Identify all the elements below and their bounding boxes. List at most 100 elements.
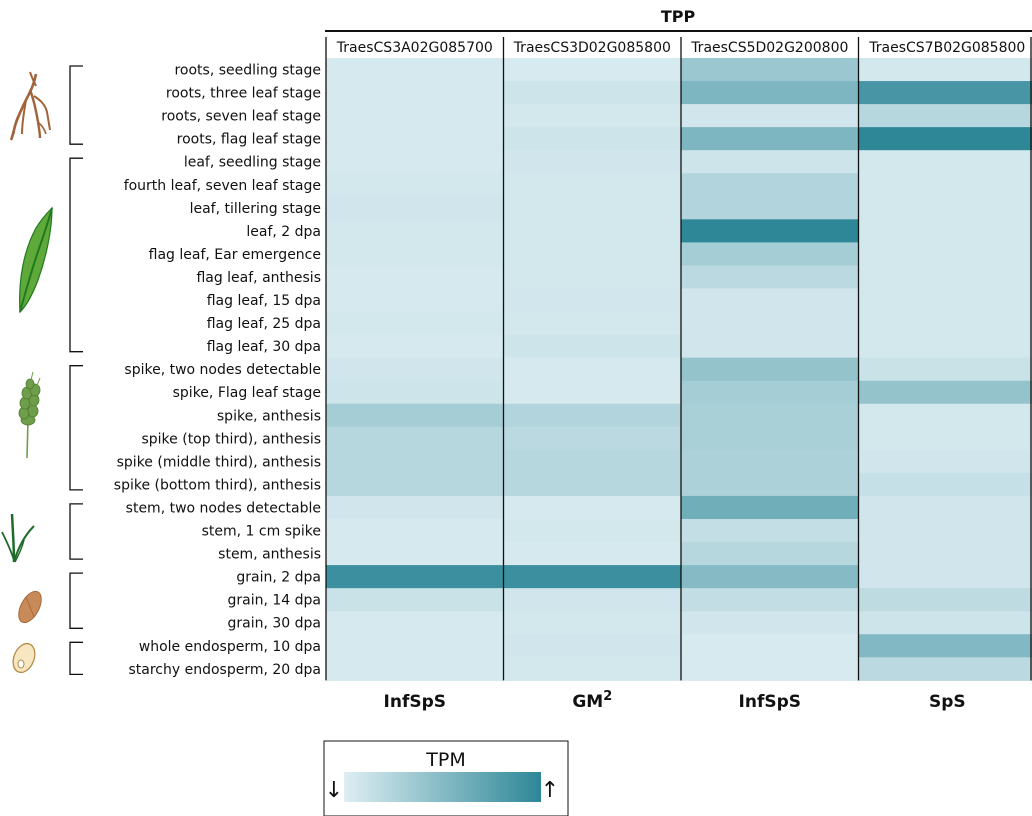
- row-group-bracket: [69, 65, 83, 145]
- heatmap-cell: [503, 426, 682, 451]
- heatmap-cell: [681, 265, 860, 290]
- heatmap-cell: [326, 173, 505, 197]
- heatmap-cell: [326, 150, 505, 174]
- row-label: stem, anthesis: [218, 547, 321, 563]
- column-header: TraesCS5D02G200800: [690, 40, 848, 56]
- heatmap-cell: [326, 657, 505, 681]
- heatmap-cell: [326, 357, 505, 382]
- column-class-label: SpS: [929, 692, 966, 712]
- heatmap-cell: [681, 565, 860, 589]
- heatmap-cell: [858, 565, 1032, 589]
- column-header: TraesCS3A02G085700: [336, 40, 493, 56]
- heatmap-cell: [858, 334, 1032, 359]
- heatmap-cell: [681, 58, 860, 82]
- heatmap-cell: [503, 127, 682, 151]
- row-label: grain, 2 dpa: [236, 570, 321, 586]
- heatmap-cells: [326, 58, 1032, 681]
- heatmap-cell: [858, 611, 1032, 635]
- heatmap-cell: [681, 357, 860, 382]
- heatmap-cell: [681, 219, 860, 243]
- heatmap-cell: [858, 426, 1032, 451]
- heatmap-cell: [503, 472, 682, 497]
- heatmap-cell: [681, 634, 860, 658]
- row-label: flag leaf, 25 dpa: [207, 316, 321, 332]
- heatmap-cell: [858, 634, 1032, 658]
- heatmap-cell: [326, 196, 505, 220]
- column-class-label: InfSpS: [739, 692, 801, 712]
- heatmap-cell: [681, 242, 860, 267]
- heatmap-cell: [503, 81, 682, 105]
- row-label: leaf, seedling stage: [184, 155, 321, 171]
- heatmap-cell: [858, 657, 1032, 681]
- row-label: roots, seedling stage: [174, 63, 321, 79]
- heatmap-cell: [503, 357, 682, 382]
- heatmap-cell: [326, 611, 505, 635]
- column-header: TraesCS3D02G085800: [513, 40, 671, 56]
- heatmap-cell: [681, 403, 860, 428]
- row-label: whole endosperm, 10 dpa: [139, 639, 321, 655]
- row-label: leaf, tillering stage: [190, 201, 321, 217]
- heatmap-cell: [858, 265, 1032, 290]
- row-label: spike, anthesis: [217, 408, 321, 424]
- heatmap-cell: [503, 219, 682, 243]
- heatmap-cell: [326, 542, 505, 566]
- row-label: roots, flag leaf stage: [177, 132, 321, 148]
- row-label: spike, two nodes detectable: [124, 362, 321, 378]
- heatmap-cell: [858, 173, 1032, 197]
- row-label: flag leaf, anthesis: [196, 270, 321, 286]
- heatmap-cell: [681, 542, 860, 566]
- heatmap-cell: [503, 58, 682, 82]
- heatmap-cell: [326, 449, 505, 474]
- row-label: flag leaf, 30 dpa: [207, 339, 321, 355]
- heatmap-cell: [681, 611, 860, 635]
- heatmap-cell: [326, 519, 505, 543]
- heatmap-cell: [326, 426, 505, 451]
- row-label: grain, 30 dpa: [227, 616, 321, 632]
- heatmap-cell: [326, 472, 505, 497]
- legend-title: TPM: [425, 749, 465, 771]
- heatmap-cell: [681, 334, 860, 359]
- endosperm-icon: [12, 642, 36, 674]
- heatmap-cell: [326, 311, 505, 336]
- heatmap-cell: [503, 288, 682, 313]
- heatmap-cell: [503, 634, 682, 658]
- heatmap-cell: [326, 334, 505, 359]
- heatmap-cell: [326, 265, 505, 290]
- heatmap-cell: [326, 380, 505, 405]
- heatmap-cell: [681, 519, 860, 543]
- heatmap-cell: [681, 288, 860, 313]
- heatmap-cell: [858, 542, 1032, 566]
- heatmap-cell: [858, 495, 1032, 520]
- column-header: TraesCS7B02G085800: [868, 40, 1025, 56]
- heatmap-cell: [503, 588, 682, 612]
- heatmap-cell: [503, 657, 682, 681]
- heatmap-cell: [503, 380, 682, 405]
- heatmap-cell: [503, 542, 682, 566]
- heatmap-cell: [858, 588, 1032, 612]
- heatmap-cell: [858, 127, 1032, 151]
- column-class-label: GM2: [572, 689, 612, 712]
- stem-icon: [1, 513, 35, 563]
- heatmap-cell: [503, 265, 682, 290]
- heatmap-cell: [858, 219, 1032, 243]
- heatmap-cell: [858, 150, 1032, 174]
- column-dividers: [325, 37, 1032, 681]
- column-headers: TraesCS3A02G085700 TraesCS3D02G085800 Trae…: [336, 40, 1026, 56]
- heatmap-cell: [681, 127, 860, 151]
- legend-gradient-bar: [344, 772, 541, 802]
- heatmap-cell: [503, 334, 682, 359]
- row-group-brackets: [69, 65, 83, 676]
- heatmap-cell: [681, 380, 860, 405]
- heatmap-cell: [326, 288, 505, 313]
- heatmap-cell: [681, 472, 860, 497]
- row-label: leaf, 2 dpa: [246, 224, 321, 240]
- group-header-tpp: TPP: [661, 7, 696, 26]
- legend-low-arrow: ↓: [325, 778, 343, 803]
- row-group-bracket: [69, 641, 83, 676]
- heatmap-cell: [681, 311, 860, 336]
- heatmap-cell: [503, 242, 682, 267]
- heatmap-cell: [503, 173, 682, 197]
- heatmap-cell: [681, 104, 860, 128]
- row-group-bracket: [69, 365, 83, 491]
